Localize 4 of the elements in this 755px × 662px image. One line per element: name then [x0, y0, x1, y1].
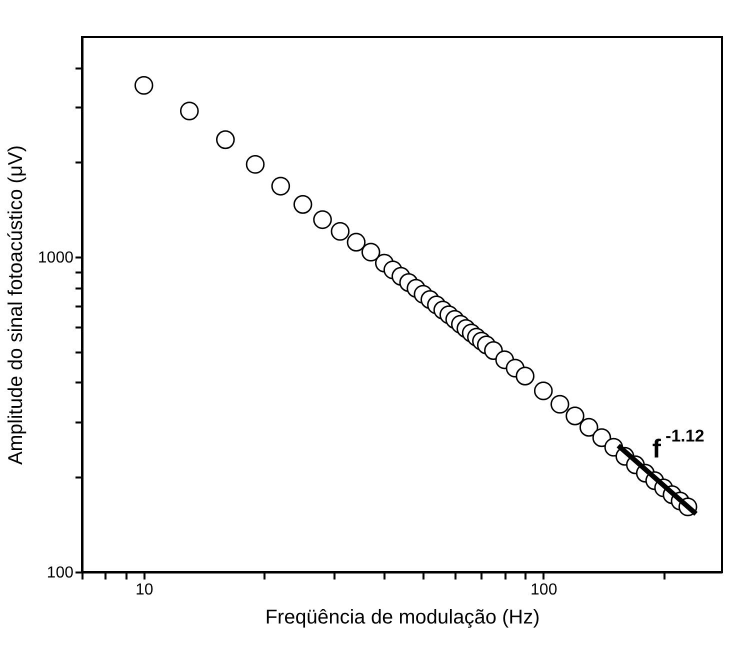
y-tick-label: 1000 [38, 250, 74, 267]
x-tick-label: 10 [135, 582, 154, 598]
y-axis-title: Amplitude do sinal fotoacústico (μV) [4, 145, 27, 465]
x-axis-title: Freqüência de modulação (Hz) [265, 606, 540, 628]
